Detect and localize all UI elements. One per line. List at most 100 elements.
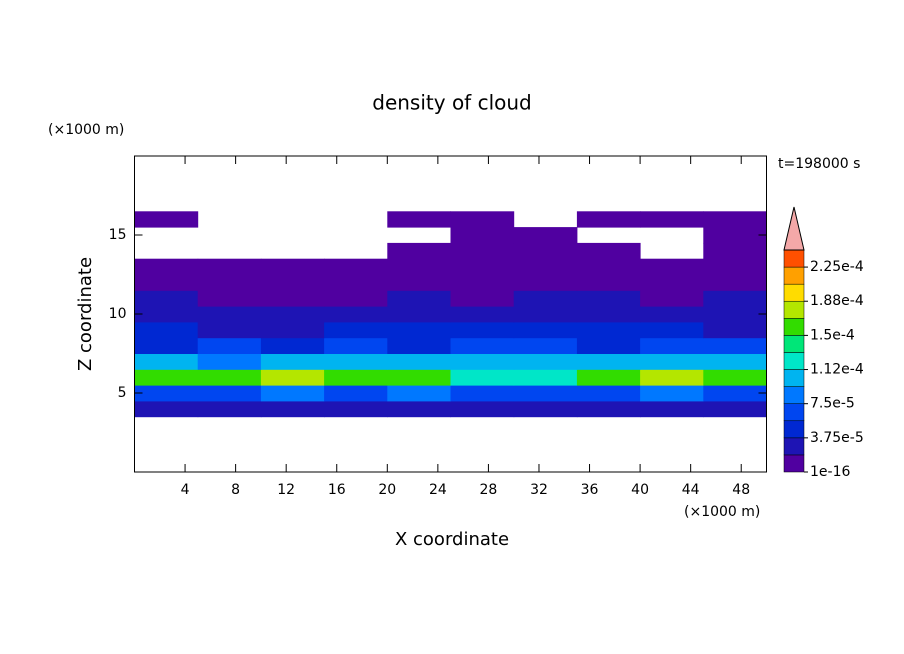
field-cell (703, 385, 767, 402)
field-cell (197, 306, 262, 323)
field-cell (387, 290, 451, 307)
field-cell (450, 211, 515, 228)
field-cell (387, 258, 451, 275)
field-cell (703, 274, 767, 291)
field-cell (703, 290, 767, 307)
colorbar-band (783, 386, 805, 404)
field-cell (640, 290, 704, 307)
field-cell (640, 369, 704, 386)
field-cell (576, 337, 641, 354)
x-tick-label: 20 (378, 482, 396, 498)
field-cell (450, 353, 515, 370)
field-cell (387, 385, 451, 402)
colorbar-label: 1.12e-4 (810, 362, 864, 378)
x-tick-label: 16 (328, 482, 346, 498)
field-cell (640, 258, 704, 275)
field-cell (134, 369, 199, 386)
field-cell (640, 385, 704, 402)
field-cell (450, 306, 515, 323)
field-cell (197, 274, 262, 291)
field-cell (197, 385, 262, 402)
field-cell (134, 211, 199, 228)
colorbar-band (783, 266, 805, 285)
field-cell (576, 211, 641, 228)
field-cell (450, 385, 515, 402)
field-cell (260, 337, 325, 354)
colorbar-band (783, 403, 805, 422)
field-cell (134, 258, 199, 275)
field-cell (513, 227, 578, 244)
field-cell (450, 227, 515, 244)
field-cell (134, 385, 199, 402)
colorbar-band (783, 454, 805, 473)
colorbar-band (783, 335, 805, 353)
field-cell (513, 306, 578, 323)
field-cell (260, 274, 325, 291)
x-tick-label: 8 (231, 482, 240, 498)
field-cell (197, 353, 262, 370)
x-tick-label: 4 (181, 482, 190, 498)
field-cell (324, 369, 388, 386)
field-cell (260, 353, 325, 370)
field-cell (260, 290, 325, 307)
x-tick-label: 44 (682, 482, 700, 498)
field-cell (324, 306, 388, 323)
field-cell (197, 290, 262, 307)
colorbar-band (783, 420, 805, 439)
field-cell (324, 337, 388, 354)
x-tick-label: 36 (581, 482, 599, 498)
field-cell (260, 400, 325, 418)
colorbar-band (783, 249, 805, 268)
x-tick-label: 48 (732, 482, 750, 498)
field-cell (387, 306, 451, 323)
field-cell (387, 274, 451, 291)
field-cell (576, 400, 641, 418)
field-cell (640, 337, 704, 354)
colorbar-band (783, 318, 805, 336)
colorbar-label: 3.75e-5 (810, 430, 864, 446)
field-cell (513, 337, 578, 354)
field-cell (387, 321, 451, 339)
field-cell (450, 274, 515, 291)
colorbar-label: 1.5e-4 (810, 327, 855, 343)
colorbar-band (783, 300, 805, 319)
field-cell (703, 321, 767, 339)
colorbar-label: 1e-16 (810, 464, 850, 480)
x-tick-label: 28 (480, 482, 498, 498)
field-cell (387, 242, 451, 260)
field-cell (513, 242, 578, 260)
field-cell (513, 321, 578, 339)
field-cell (450, 369, 515, 386)
field-cell (260, 306, 325, 323)
x-axis-label: X coordinate (395, 529, 509, 550)
field-cell (387, 211, 451, 228)
field-cell (450, 258, 515, 275)
field-cell (450, 337, 515, 354)
field-cell (134, 337, 199, 354)
field-cell (260, 369, 325, 386)
field-cell (703, 400, 767, 418)
field-cell (324, 290, 388, 307)
field-cell (260, 385, 325, 402)
field-cell (134, 353, 199, 370)
time-label: t=198000 s (778, 156, 860, 172)
colorbar-band (783, 283, 805, 302)
field-cell (640, 306, 704, 323)
field-cell (450, 321, 515, 339)
colorbar-label: 2.25e-4 (810, 259, 864, 275)
field-cell (576, 321, 641, 339)
field-cell (576, 353, 641, 370)
field-cell (703, 353, 767, 370)
field-cell (260, 258, 325, 275)
y-tick-label: 5 (118, 385, 127, 401)
field-cell (197, 258, 262, 275)
field-cell (134, 306, 199, 323)
field-cell (576, 385, 641, 402)
field-cell (703, 258, 767, 275)
field-cell (197, 337, 262, 354)
field-cell (640, 274, 704, 291)
field-cell (324, 321, 388, 339)
field-cell (576, 242, 641, 260)
field-cell (576, 274, 641, 291)
